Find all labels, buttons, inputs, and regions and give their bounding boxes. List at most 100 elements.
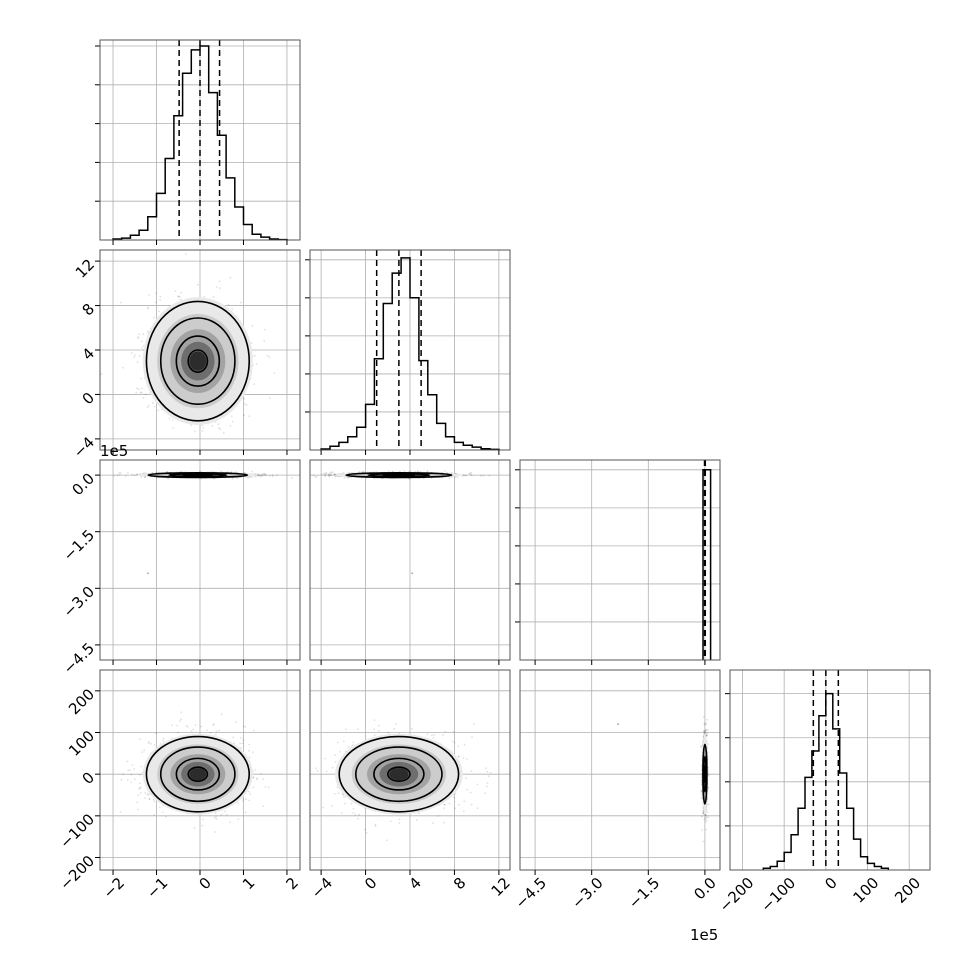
sample-point-2-0-1151 — [131, 473, 133, 476]
sample-point-1-0-601 — [142, 333, 145, 336]
sample-point-2-0-471 — [230, 471, 233, 473]
plot-area-2-0 — [113, 470, 294, 575]
sample-point-2-1-1148 — [488, 474, 491, 477]
sample-point-3-1-1312 — [418, 812, 420, 815]
sample-point-3-0-915 — [139, 782, 141, 785]
sample-point-3-2-1110 — [707, 803, 710, 805]
sample-point-2-1-424 — [329, 471, 332, 474]
sample-point-2-1-75 — [328, 473, 331, 475]
sample-point-3-0-1067 — [254, 769, 257, 771]
sample-point-3-2-1065 — [704, 816, 707, 819]
sample-point-3-0-1081 — [146, 793, 149, 796]
sample-point-3-1-1020 — [442, 821, 445, 824]
sample-point-3-1-471 — [398, 822, 401, 825]
sample-point-3-2-1323 — [700, 791, 702, 793]
sample-point-1-0-189 — [137, 388, 140, 391]
sample-point-3-0-122 — [235, 721, 237, 724]
sample-point-2-1-741 — [456, 476, 459, 478]
sample-point-3-2-1207 — [702, 840, 705, 843]
sample-point-3-1-560 — [433, 734, 436, 736]
sample-point-2-0-169 — [236, 477, 239, 479]
sample-point-3-1-535 — [343, 802, 346, 805]
y-tick-label-3-0: −200 — [56, 852, 98, 894]
outlier-point-2-0-0 — [146, 572, 149, 575]
sample-point-3-1-827 — [334, 792, 336, 795]
sample-point-1-0-1221 — [243, 403, 246, 405]
sample-point-3-0-1382 — [137, 794, 140, 796]
sample-point-3-2-682 — [700, 774, 703, 776]
sample-point-2-1-7 — [463, 474, 466, 477]
grid-2-0 — [100, 460, 300, 660]
sample-point-3-0-1029 — [248, 756, 251, 759]
sample-point-2-1-580 — [327, 474, 330, 477]
sample-point-2-0-1062 — [116, 474, 119, 477]
x-tick-label-3-3: 100 — [850, 874, 883, 907]
sample-point-1-0-828 — [136, 387, 138, 390]
sample-point-2-1-568 — [329, 473, 332, 476]
sample-point-1-0-643 — [140, 377, 143, 380]
contour-3-0-1 — [175, 757, 221, 791]
contour-3-1-1 — [373, 757, 425, 791]
sample-point-3-2-1225 — [707, 786, 710, 789]
outlier-point-3-2-0 — [617, 723, 620, 726]
sample-point-3-0-63 — [136, 801, 139, 804]
sample-point-3-0-93 — [213, 817, 216, 819]
x-tick-label-3-1: −100 — [757, 874, 799, 916]
sample-point-2-1-121 — [314, 476, 317, 478]
sample-point-1-0-1379 — [201, 430, 204, 432]
sample-point-2-0-904 — [258, 473, 260, 476]
sample-point-3-1-797 — [395, 723, 397, 725]
contour-2-0-2 — [147, 471, 249, 479]
sample-point-3-1-644 — [457, 755, 460, 758]
sample-point-2-1-664 — [416, 470, 419, 473]
sample-point-2-0-1067 — [117, 472, 120, 474]
density-fill-3-0-4 — [189, 768, 207, 781]
sample-point-2-0-519 — [265, 474, 267, 477]
sample-point-3-0-356 — [186, 726, 189, 728]
sample-point-3-2-164 — [700, 764, 703, 767]
sample-point-2-1-202 — [324, 475, 327, 478]
sample-point-1-0-363 — [158, 310, 160, 313]
sample-point-3-2-908 — [707, 743, 709, 746]
sample-point-3-2-859 — [704, 731, 707, 733]
sample-point-2-0-331 — [235, 471, 237, 473]
sample-point-1-0-240 — [137, 337, 140, 339]
sample-point-1-0-639 — [266, 354, 269, 357]
sample-point-3-0-1318 — [130, 781, 133, 784]
sample-point-3-1-1369 — [322, 806, 324, 809]
sample-point-2-0-105 — [119, 472, 122, 474]
sample-point-3-2-1390 — [703, 723, 706, 726]
sample-point-3-0-664 — [244, 811, 247, 814]
hist-grid-3 — [730, 670, 930, 870]
sample-point-1-0-1303 — [155, 292, 158, 295]
sample-point-3-1-1288 — [334, 754, 336, 757]
sample-point-1-0-221 — [218, 427, 221, 429]
density-panel-3-0 — [95, 669, 301, 875]
contour-3-1-2 — [354, 746, 443, 803]
sample-point-3-0-957 — [153, 744, 156, 746]
sample-point-3-1-760 — [337, 792, 340, 794]
sample-point-2-0-1296 — [260, 473, 263, 476]
sample-point-3-0-1167 — [179, 720, 181, 722]
outlier-point-2-1-0 — [411, 572, 414, 575]
x-tick-label-1-3: 8 — [450, 874, 469, 893]
sample-point-3-0-776 — [153, 800, 156, 803]
sample-point-2-0-1000 — [140, 476, 143, 478]
sample-point-2-1-401 — [461, 475, 464, 477]
sample-point-3-0-433 — [144, 792, 147, 794]
sample-point-3-0-83 — [215, 818, 218, 820]
sample-point-1-0-1270 — [190, 424, 193, 426]
sample-point-2-1-513 — [426, 470, 429, 472]
sample-point-3-1-413 — [377, 724, 380, 727]
sample-point-2-1-495 — [321, 473, 323, 475]
sample-point-3-1-1371 — [308, 774, 310, 776]
sample-point-1-0-626 — [184, 253, 187, 255]
sample-point-1-0-912 — [179, 298, 182, 301]
y-tick-label-1-4: 12 — [72, 255, 98, 281]
sample-point-3-1-1234 — [442, 733, 444, 736]
sample-point-3-1-1139 — [476, 807, 479, 810]
histogram-panel-1 — [305, 249, 511, 455]
sample-point-3-1-1148 — [373, 719, 376, 721]
sample-point-3-1-564 — [398, 818, 401, 821]
y-tick-label-3-1: −100 — [56, 810, 98, 852]
